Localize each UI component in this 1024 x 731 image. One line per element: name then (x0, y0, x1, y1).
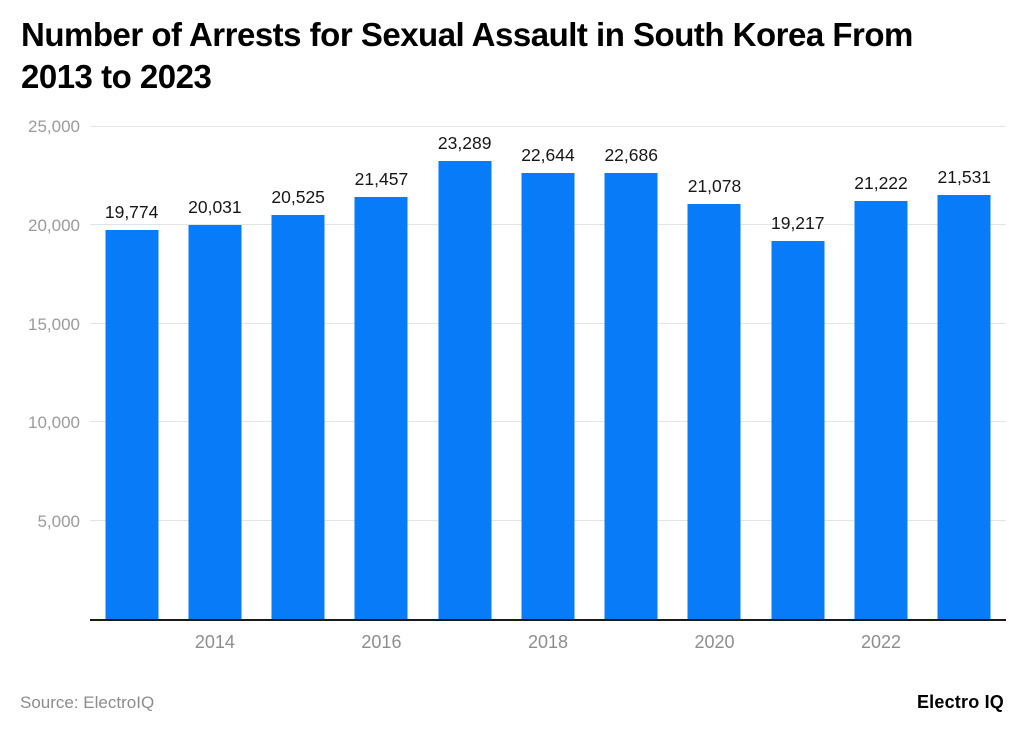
bar-group-2023: 21,531 (923, 127, 1006, 619)
y-tick-label-25000: 25,000 (28, 117, 80, 136)
bar-value-label-2016: 21,457 (354, 168, 409, 189)
bar-value-label-2017: 23,289 (437, 132, 492, 153)
bar-group-2015: 20,525 (257, 127, 340, 619)
bar-value-label-2019: 22,686 (604, 144, 658, 165)
bar-2017 (438, 160, 492, 619)
bars-container: 19,774 20,031 20,525 21,457 23,289 22,644 22,6… (90, 127, 1006, 619)
bar-2016 (354, 196, 408, 619)
bar-value-label-2014: 20,031 (188, 196, 242, 217)
bar-group-2021: 19,217 (756, 127, 839, 619)
bar-2013 (105, 229, 159, 619)
bar-group-2013: 19,774 (90, 127, 173, 619)
bar-2021 (771, 240, 825, 619)
x-axis-labels: 2014 2016 2018 2020 2022 (90, 632, 1006, 653)
plot-area: 19,774 20,031 20,525 21,457 23,289 22,644 22,6… (90, 126, 1006, 621)
y-tick-label-10000: 10,000 (28, 413, 80, 433)
bar-2023 (937, 195, 991, 619)
bar-value-label-2021: 19,217 (770, 212, 825, 233)
chart-title: Number of Arrests for Sexual Assault in … (21, 14, 1006, 98)
bar-group-2020: 21,078 (673, 127, 756, 619)
bar-group-2018: 22,644 (506, 127, 589, 619)
chart-title-line2: 2013 to 2023 (21, 58, 212, 95)
bar-value-label-2013: 19,774 (104, 201, 159, 222)
x-tick-empty-2021 (756, 632, 839, 653)
y-tick-label-5000: 5,000 (37, 512, 80, 532)
bar-group-2016: 21,457 (340, 127, 423, 619)
gridline-25000 (90, 126, 1006, 127)
bar-2018 (521, 173, 575, 619)
x-tick-empty-2013 (90, 632, 173, 653)
bar-value-label-2018: 22,644 (521, 145, 575, 166)
bar-2015 (271, 215, 325, 619)
x-tick-empty-2017 (423, 632, 506, 653)
footer: Source: ElectroIQ Electro IQ (20, 692, 1004, 713)
bar-2020 (687, 204, 741, 619)
bar-2014 (188, 224, 242, 619)
source-note: Source: ElectroIQ (20, 693, 155, 712)
x-tick-label-2014: 2014 (194, 632, 235, 652)
x-tick-label-2022: 2022 (861, 632, 902, 652)
x-tick-empty-2019 (590, 632, 673, 653)
brand-logo: Electro IQ (916, 692, 1004, 712)
bar-value-label-2023: 21,531 (937, 167, 992, 188)
y-tick-label-15000: 15,000 (28, 314, 80, 334)
bar-group-2022: 21,222 (839, 127, 922, 619)
y-tick-label-20000: 20,000 (28, 215, 80, 235)
bar-2019 (604, 172, 658, 619)
bar-value-label-2022: 21,222 (854, 173, 908, 194)
bar-value-label-2015: 20,525 (271, 187, 325, 208)
bar-2022 (854, 201, 908, 619)
x-tick-label-2018: 2018 (527, 632, 568, 652)
x-tick-label-2016: 2016 (361, 632, 402, 652)
x-tick-empty-2023 (923, 632, 1006, 653)
bar-value-label-2020: 21,078 (687, 176, 742, 197)
bar-group-2019: 22,686 (590, 127, 673, 619)
chart-title-line1: Number of Arrests for Sexual Assault in … (21, 16, 913, 53)
bar-group-2014: 20,031 (173, 127, 256, 619)
x-tick-label-2020: 2020 (694, 632, 735, 652)
x-tick-empty-2015 (257, 632, 340, 653)
bar-group-2017: 23,289 (423, 127, 506, 619)
y-axis-labels: 5,000 10,000 15,000 20,000 25,000 (0, 117, 80, 621)
